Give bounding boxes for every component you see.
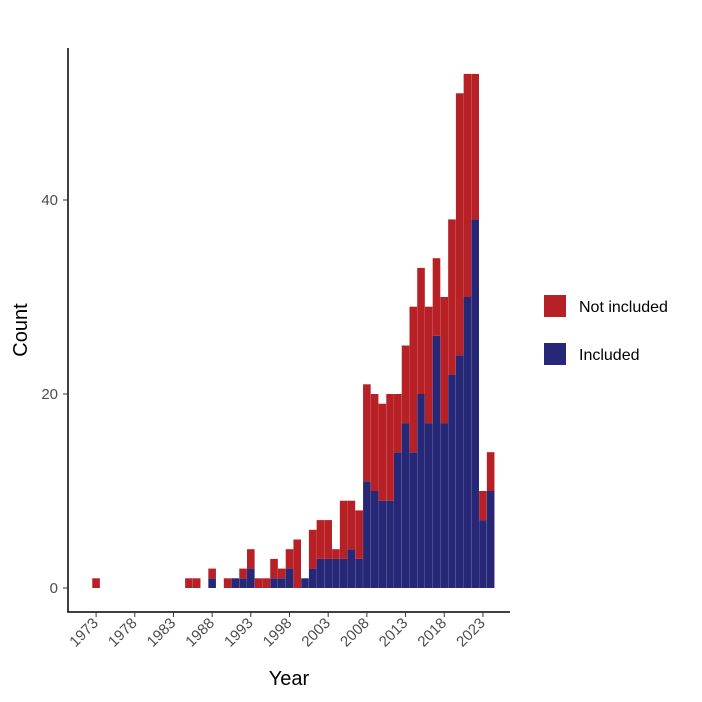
- x-tick-label-1988: 1988: [182, 615, 218, 651]
- bar-not-included-2013: [401, 345, 410, 424]
- bar-not-included-1990: [223, 578, 232, 588]
- bar-included-2006: [347, 549, 356, 588]
- bar-included-2003: [324, 558, 332, 588]
- bar-included-2020: [455, 355, 464, 588]
- bar-included-2013: [401, 423, 410, 588]
- bar-not-included-2007: [355, 510, 363, 559]
- bar-included-2017: [432, 335, 441, 588]
- bar-included-2018: [440, 423, 449, 588]
- bar-not-included-1995: [262, 578, 271, 588]
- bar-included-2014: [409, 452, 418, 588]
- bar-included-2008: [363, 481, 371, 588]
- bar-included-2005: [339, 558, 348, 588]
- bar-not-included-2016: [424, 306, 433, 424]
- bar-not-included-2009: [370, 394, 379, 491]
- bar-not-included-2005: [339, 500, 348, 559]
- bar-not-included-2001: [308, 529, 317, 569]
- bar-not-included-2006: [347, 500, 356, 550]
- bar-included-1996: [270, 578, 278, 588]
- bar-not-included-2012: [394, 394, 402, 453]
- x-tick-label-1998: 1998: [260, 615, 296, 651]
- bar-included-1992: [239, 578, 247, 588]
- bar-included-1993: [247, 568, 255, 588]
- bar-included-2004: [332, 558, 340, 588]
- bar-not-included-1985: [185, 578, 193, 588]
- bar-not-included-2014: [409, 306, 418, 453]
- bar-not-included-2020: [455, 93, 464, 356]
- legend-label-not-included: Not included: [579, 299, 668, 316]
- bar-not-included-1997: [277, 568, 286, 579]
- x-tick-label-1993: 1993: [221, 615, 257, 651]
- bar-not-included-2017: [432, 258, 441, 336]
- legend-label-included: Included: [579, 347, 640, 364]
- x-tick-label-2018: 2018: [414, 615, 450, 651]
- bar-not-included-2008: [363, 384, 371, 482]
- bar-not-included-2024: [486, 452, 495, 491]
- bar-included-2011: [386, 500, 394, 588]
- bar-included-2009: [370, 491, 379, 588]
- x-tick-label-2013: 2013: [376, 615, 412, 651]
- legend-key-not-included: [544, 295, 566, 317]
- bar-included-1991: [231, 578, 240, 588]
- y-tick-label-0: 0: [50, 580, 58, 597]
- bar-not-included-1986: [192, 578, 201, 588]
- bar-not-included-2019: [448, 219, 456, 375]
- bar-included-2021: [463, 297, 472, 588]
- x-tick-label-1978: 1978: [105, 615, 141, 651]
- bar-not-included-1996: [270, 558, 278, 579]
- bar-not-included-1992: [239, 568, 247, 579]
- x-tick-label-1973: 1973: [66, 615, 102, 651]
- bar-not-included-2010: [378, 403, 387, 501]
- legend: Not included Included: [544, 295, 668, 365]
- bar-included-2019: [448, 374, 456, 588]
- bar-not-included-1993: [247, 549, 255, 569]
- bar-included-2024: [486, 491, 495, 588]
- bar-included-2015: [417, 394, 425, 588]
- bar-not-included-2021: [463, 73, 472, 298]
- bar-not-included-2003: [324, 520, 332, 559]
- axes-layer: [67, 48, 510, 613]
- bar-included-1997: [277, 578, 286, 588]
- bar-not-included-2023: [479, 491, 487, 521]
- x-tick-label-2023: 2023: [453, 615, 489, 651]
- bar-not-included-1973: [92, 578, 100, 588]
- bar-included-2010: [378, 500, 387, 588]
- y-axis-title: Count: [10, 303, 32, 357]
- bar-included-2002: [316, 558, 325, 588]
- y-tick-label-20: 20: [41, 386, 58, 403]
- bar-included-1988: [208, 578, 216, 588]
- bar-not-included-2018: [440, 297, 449, 424]
- bar-included-2007: [355, 558, 363, 588]
- bar-included-2000: [301, 578, 309, 588]
- y-tick-label-40: 40: [41, 192, 58, 209]
- bar-not-included-1998: [285, 549, 294, 569]
- bar-included-2001: [308, 568, 317, 588]
- bar-included-2016: [424, 423, 433, 588]
- bar-not-included-2004: [332, 549, 340, 559]
- bar-not-included-2002: [316, 520, 325, 559]
- bar-not-included-2022: [471, 73, 479, 220]
- bar-not-included-1999: [293, 539, 302, 588]
- bar-included-1998: [285, 568, 294, 588]
- bar-not-included-2011: [386, 394, 394, 501]
- bar-not-included-2015: [417, 267, 425, 394]
- legend-key-included: [544, 343, 566, 365]
- bar-included-2012: [394, 452, 402, 588]
- bar-not-included-1994: [254, 578, 263, 588]
- bar-included-2023: [479, 520, 487, 588]
- x-tick-label-2008: 2008: [337, 615, 373, 651]
- x-axis-title: Year: [269, 668, 310, 690]
- bar-included-2022: [471, 219, 479, 588]
- bar-not-included-1988: [208, 568, 216, 579]
- bars-layer: [92, 73, 495, 588]
- x-tick-label-1983: 1983: [144, 615, 180, 651]
- x-tick-label-2003: 2003: [298, 615, 334, 651]
